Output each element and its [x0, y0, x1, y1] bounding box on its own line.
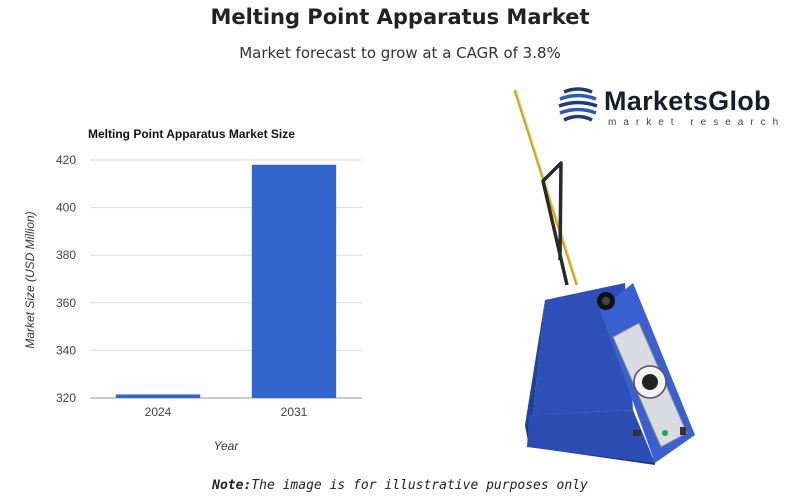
page-title: Melting Point Apparatus Market: [210, 5, 590, 29]
y-tick-label: 400: [56, 201, 76, 215]
y-tick-label: 380: [56, 248, 76, 262]
x-tick-label: 2024: [145, 405, 172, 419]
note-text: The image is for illustrative purposes o…: [251, 478, 588, 493]
globe-icon: [558, 87, 598, 122]
melting-point-apparatus-image: [513, 89, 695, 465]
y-axis-label: Market Size (USD Million): [23, 211, 37, 348]
y-tick-label: 420: [56, 153, 76, 167]
bar-2031: [251, 164, 337, 398]
y-tick-label: 320: [56, 391, 76, 405]
x-axis-label: Year: [214, 439, 240, 453]
brand-logo: MarketsGlob market research: [556, 86, 800, 130]
page-subtitle: Market forecast to grow at a CAGR of 3.8…: [239, 44, 561, 62]
note-label: Note:: [212, 478, 252, 493]
x-tick-label: 2031: [281, 405, 308, 419]
logo-tagline: market research: [608, 117, 786, 128]
y-tick-label: 340: [56, 343, 76, 357]
illustrative-note: Note:The image is for illustrative purpo…: [0, 478, 800, 493]
y-tick-label: 360: [56, 296, 76, 310]
y-axis-ticks: 320 340 360 380 400 420: [56, 153, 76, 405]
bar-chart: Melting Point Apparatus Market Size 3203…: [23, 127, 362, 453]
chart-title: Melting Point Apparatus Market Size: [88, 127, 295, 141]
logo-name: MarketsGlob: [604, 86, 771, 116]
x-axis-ticks: 2024 2031: [145, 405, 308, 419]
bar-2024: [115, 394, 201, 398]
bars: [115, 164, 337, 398]
